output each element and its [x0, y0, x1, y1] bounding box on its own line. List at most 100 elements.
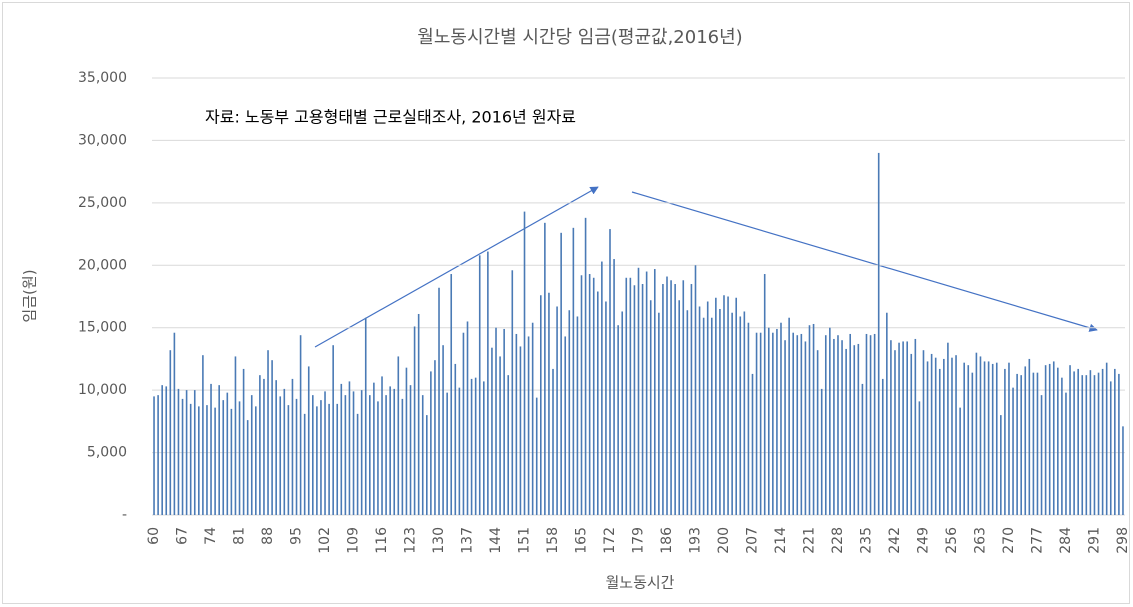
bar [438, 287, 440, 515]
bar [299, 335, 302, 515]
bar [894, 350, 896, 515]
bar [202, 355, 204, 515]
bar [324, 391, 326, 515]
bar [877, 152, 880, 515]
bar [515, 333, 518, 515]
bar [816, 350, 819, 515]
x-tick-label: 172 [602, 527, 618, 554]
bar [743, 311, 746, 515]
bar [332, 345, 334, 515]
x-tick-label: 123 [403, 527, 419, 554]
bar [951, 357, 953, 515]
bar [902, 341, 904, 515]
chart-title: 월노동시간별 시간당 임금(평균값,2016년) [417, 27, 742, 48]
x-tick-label: 256 [944, 527, 960, 554]
bar [1048, 363, 1051, 515]
y-tick-label: 10,000 [78, 382, 127, 398]
bar [169, 350, 172, 515]
bar [763, 274, 766, 515]
bar [1085, 375, 1088, 515]
bar [666, 276, 668, 515]
bar [491, 347, 493, 515]
bar [759, 332, 762, 515]
x-tick-label: 81 [232, 527, 248, 545]
bar [316, 406, 318, 515]
bar [796, 335, 799, 515]
bar [442, 345, 444, 515]
bar [633, 285, 636, 515]
bar [653, 269, 656, 515]
bar [914, 338, 917, 515]
bar [193, 390, 196, 515]
bar [955, 355, 957, 515]
bar [548, 292, 550, 515]
bar [808, 325, 811, 515]
bar [910, 353, 913, 515]
bar [572, 227, 575, 516]
bar [857, 343, 860, 515]
bar [177, 388, 180, 515]
bar [535, 397, 538, 515]
bar [295, 398, 298, 515]
y-tick-label: 30,000 [78, 132, 127, 148]
bar [519, 346, 522, 515]
bar [767, 327, 770, 515]
bar [242, 368, 245, 515]
bar [833, 338, 835, 515]
bar [983, 361, 986, 515]
x-tick-label: 186 [659, 527, 675, 554]
bar [812, 323, 815, 515]
bar [829, 327, 831, 515]
bar [792, 332, 795, 515]
bar [959, 407, 961, 515]
bar [348, 381, 351, 515]
bar [430, 371, 432, 515]
x-tick-label: 270 [1001, 527, 1017, 554]
bar [210, 383, 212, 515]
x-tick-label: 221 [801, 527, 817, 554]
bar [776, 328, 778, 515]
bar [674, 284, 676, 515]
bar [772, 332, 774, 515]
x-tick-label: 298 [1115, 527, 1131, 554]
bar [784, 340, 786, 515]
bar [979, 356, 982, 515]
bar [727, 296, 729, 515]
x-tick-label: 102 [317, 527, 333, 554]
bar [185, 390, 188, 515]
bar [1105, 362, 1108, 515]
bar [503, 328, 505, 515]
bar [662, 284, 664, 515]
bar [552, 368, 554, 515]
bar [487, 251, 489, 515]
bar [434, 360, 436, 515]
x-tick-label: 207 [744, 527, 760, 554]
bar [238, 401, 241, 515]
bar [360, 390, 363, 515]
bar [865, 333, 868, 515]
bar [1081, 375, 1084, 515]
bar [426, 415, 428, 515]
bar [153, 396, 155, 515]
bar [218, 385, 220, 515]
bar [409, 385, 412, 515]
bar [336, 403, 339, 515]
bar [845, 348, 847, 515]
bar [157, 395, 159, 515]
bar [173, 332, 176, 515]
bar [605, 301, 607, 515]
bar [731, 312, 733, 515]
bar [576, 316, 579, 515]
bar [1118, 373, 1120, 515]
bar [1016, 373, 1018, 515]
y-tick-label: 20,000 [78, 257, 127, 273]
bar [462, 332, 465, 515]
bar [584, 217, 587, 515]
bar [291, 378, 294, 515]
bar [881, 378, 884, 515]
bar [890, 340, 892, 515]
bar [1028, 358, 1031, 515]
bar [1122, 426, 1124, 515]
